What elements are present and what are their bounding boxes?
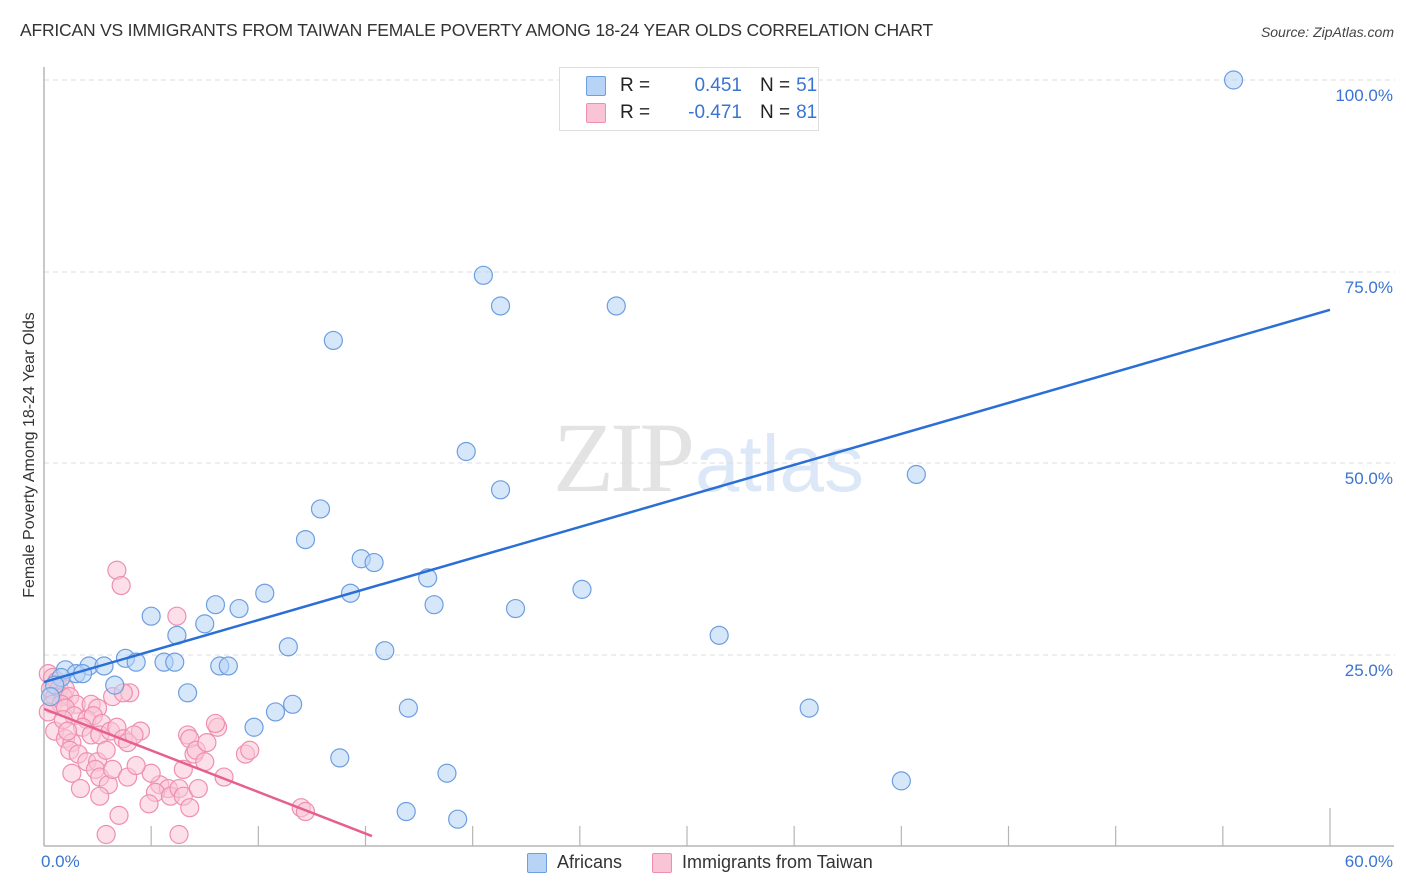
x-tick-60: 60.0%: [1344, 852, 1393, 871]
trend-lines: [43, 308, 1331, 838]
data-point[interactable]: [310, 499, 331, 519]
x-tick-0: 0.0%: [41, 852, 80, 871]
data-point[interactable]: [169, 824, 189, 845]
legend-label: Africans: [557, 852, 623, 872]
data-point[interactable]: [240, 740, 260, 760]
data-point[interactable]: [424, 595, 444, 615]
legend-row-immigrants-from-taiwan: R = -0.471 N = 81: [586, 102, 817, 124]
legend-item-immigrants-from-taiwan[interactable]: Immigrants from Taiwan: [652, 852, 873, 873]
data-point[interactable]: [109, 805, 129, 825]
data-point[interactable]: [70, 778, 91, 799]
data-point[interactable]: [505, 598, 526, 619]
data-point[interactable]: [473, 265, 493, 285]
data-point[interactable]: [205, 595, 226, 615]
data-point[interactable]: [195, 614, 215, 634]
data-point[interactable]: [40, 687, 61, 707]
legend-r-label: R =: [620, 102, 651, 123]
data-point[interactable]: [448, 809, 468, 829]
data-point[interactable]: [572, 579, 592, 599]
pink-swatch-icon: [652, 852, 673, 873]
data-point[interactable]: [229, 598, 249, 619]
data-point[interactable]: [799, 698, 819, 718]
data-point[interactable]: [139, 794, 159, 814]
data-point[interactable]: [197, 732, 217, 753]
data-point[interactable]: [490, 480, 511, 500]
legend-row-africans: R = 0.451 N = 51: [586, 75, 817, 97]
data-point[interactable]: [437, 763, 457, 783]
legend-n-value: 81: [796, 102, 818, 123]
y-tick-75: 75.0%: [1344, 278, 1393, 297]
data-point[interactable]: [364, 552, 384, 573]
data-point[interactable]: [218, 656, 238, 676]
gridlines: [44, 79, 1395, 656]
series-legend: Africans Immigrants from Taiwan: [527, 852, 903, 873]
data-point[interactable]: [111, 575, 131, 596]
data-point[interactable]: [205, 713, 226, 734]
x-tick-marks: [150, 808, 1331, 846]
legend-n-label: N =: [760, 75, 791, 96]
legend-r-label: R =: [620, 75, 651, 96]
data-point[interactable]: [105, 675, 125, 695]
data-point[interactable]: [906, 464, 926, 485]
pink-swatch-icon: [586, 103, 606, 123]
data-point[interactable]: [102, 759, 123, 780]
data-point[interactable]: [57, 721, 78, 741]
legend-label: Immigrants from Taiwan: [682, 852, 873, 872]
data-point[interactable]: [141, 606, 161, 626]
y-tick-50: 50.0%: [1344, 469, 1393, 488]
data-point[interactable]: [375, 641, 395, 661]
chart-title: AFRICAN VS IMMIGRANTS FROM TAIWAN FEMALE…: [20, 20, 933, 40]
data-point[interactable]: [62, 763, 82, 783]
y-tick-100: 100.0%: [1335, 86, 1393, 105]
data-point[interactable]: [396, 801, 416, 822]
data-point[interactable]: [178, 683, 198, 703]
data-point[interactable]: [96, 824, 116, 845]
series-africans: [40, 70, 1244, 829]
series-immigrants-from-taiwan: [38, 560, 316, 845]
data-point[interactable]: [323, 330, 343, 351]
data-point[interactable]: [398, 698, 418, 718]
legend-r-value: 0.451: [694, 75, 742, 96]
correlation-legend: R = 0.451 N = 51 R = -0.471 N = 81: [559, 67, 819, 131]
data-point[interactable]: [141, 763, 161, 783]
blue-swatch-icon: [586, 76, 606, 96]
y-tick-25: 25.0%: [1344, 661, 1393, 680]
trend-line-immigrants-from-taiwan: [43, 707, 373, 838]
legend-n-value: 51: [796, 75, 818, 96]
data-point[interactable]: [265, 702, 286, 722]
data-point[interactable]: [1223, 70, 1244, 90]
data-point[interactable]: [278, 637, 298, 657]
legend-n-label: N =: [760, 102, 791, 123]
data-point[interactable]: [165, 652, 185, 672]
data-point[interactable]: [90, 786, 110, 806]
legend-r-value: -0.471: [688, 102, 742, 123]
data-point[interactable]: [126, 755, 146, 776]
data-point[interactable]: [490, 296, 511, 316]
data-point[interactable]: [188, 778, 208, 799]
data-point[interactable]: [283, 694, 303, 714]
data-point[interactable]: [295, 529, 316, 550]
data-point[interactable]: [244, 717, 264, 737]
trend-line-africans: [43, 308, 1331, 684]
data-point[interactable]: [96, 740, 116, 760]
blue-swatch-icon: [527, 852, 547, 873]
data-point[interactable]: [709, 625, 729, 645]
data-point[interactable]: [891, 771, 911, 791]
data-point[interactable]: [330, 748, 350, 768]
data-point[interactable]: [456, 441, 476, 462]
data-point[interactable]: [180, 798, 200, 818]
source-credit: Source: ZipAtlas.com: [1260, 24, 1394, 40]
legend-item-africans[interactable]: Africans: [527, 852, 622, 873]
data-point[interactable]: [167, 606, 187, 626]
data-point[interactable]: [255, 583, 275, 603]
data-point[interactable]: [606, 296, 626, 316]
